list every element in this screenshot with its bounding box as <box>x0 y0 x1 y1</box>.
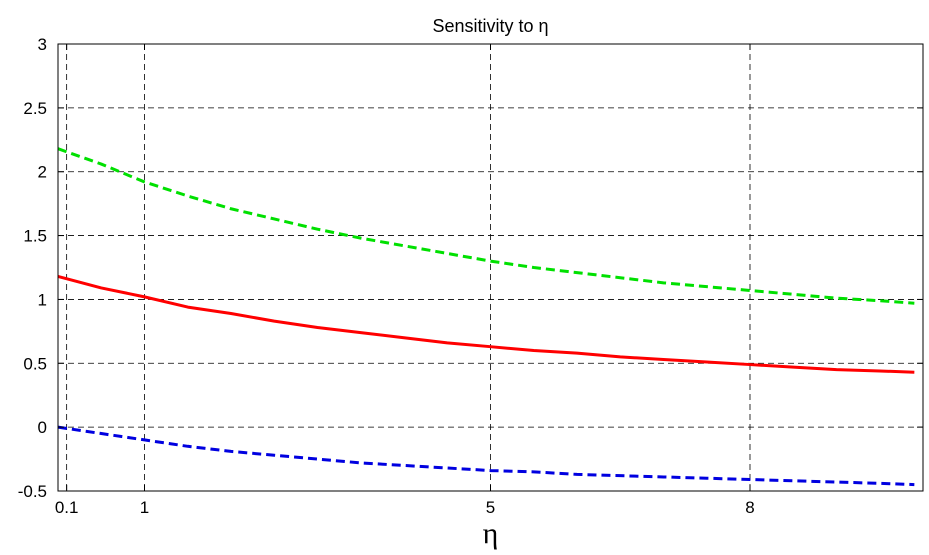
y-tick-label: 0.5 <box>23 354 47 373</box>
series-line-1 <box>57 147 915 305</box>
series-line-3 <box>57 425 915 487</box>
x-axis-label: η <box>483 517 499 550</box>
x-tick-label: 1 <box>140 498 149 517</box>
tick-marks <box>58 43 923 492</box>
x-tick-labels: 0.1 1 5 8 <box>55 498 755 517</box>
series-line-2 <box>57 274 915 374</box>
y-tick-label: 1.5 <box>23 227 47 246</box>
x-tick-label: 8 <box>745 498 754 517</box>
y-tick-labels: -0.5 0 0.5 1 1.5 2 2.5 3 <box>18 35 47 501</box>
x-tick-label: 0.1 <box>55 498 79 517</box>
y-tick-label: 1 <box>38 290 47 309</box>
y-tick-label: 3 <box>38 35 47 54</box>
y-tick-label: -0.5 <box>18 482 47 501</box>
chart-title: Sensitivity to η <box>432 16 548 36</box>
x-tick-label: 5 <box>486 498 495 517</box>
grid <box>58 44 923 491</box>
series-lines <box>57 147 915 487</box>
y-tick-label: 2.5 <box>23 99 47 118</box>
y-tick-label: 0 <box>38 418 47 437</box>
y-tick-label: 2 <box>38 163 47 182</box>
